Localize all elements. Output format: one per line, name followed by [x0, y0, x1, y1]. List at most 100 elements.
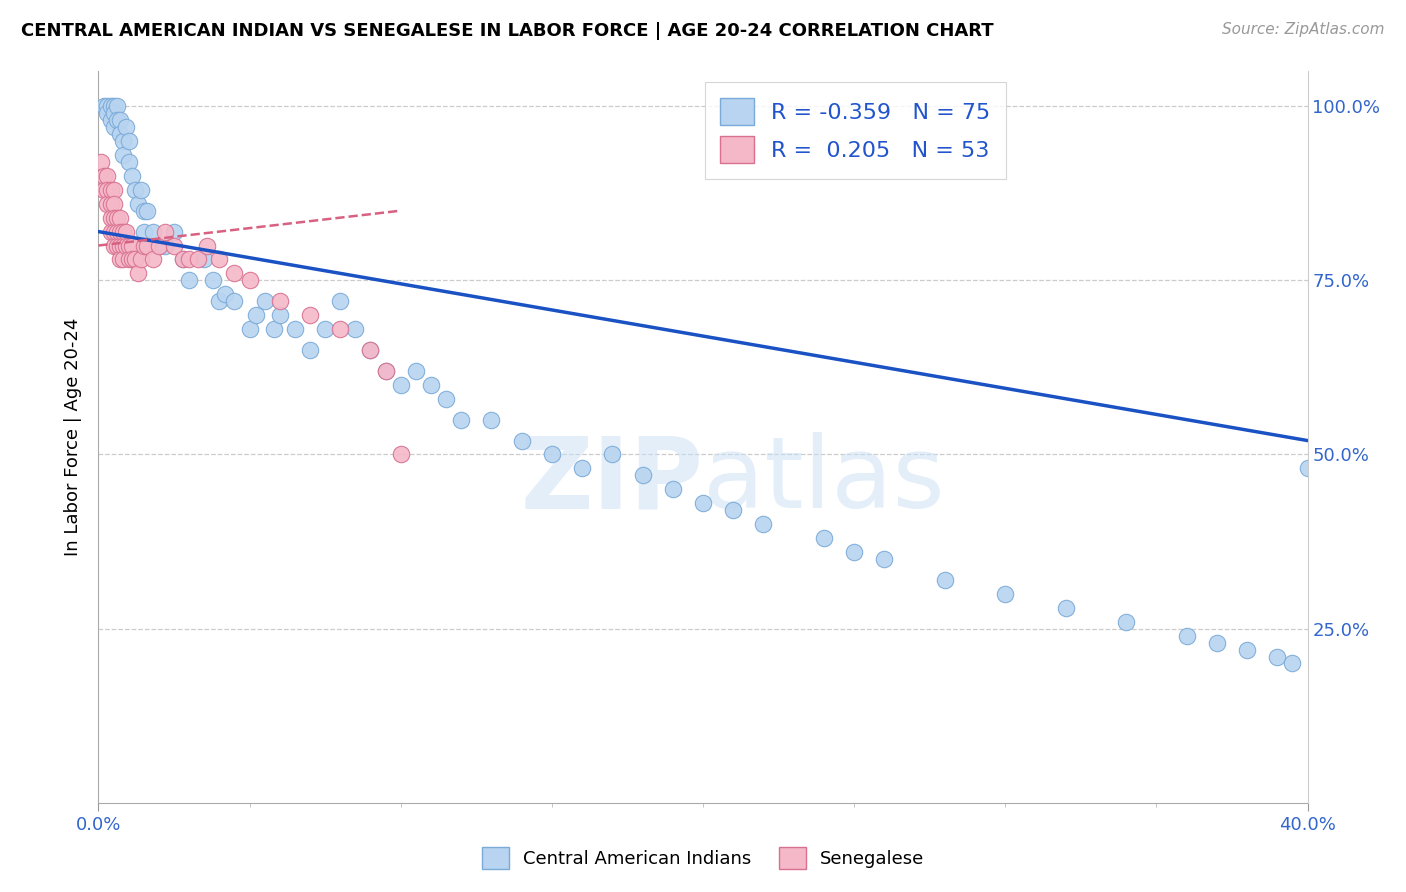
Point: [208, 294, 231, 309]
Point: [105, 225, 128, 239]
Point: [389, 377, 412, 392]
Point: [103, 238, 125, 252]
Point: [111, 225, 134, 239]
Point: [118, 238, 141, 252]
Point: [96, 196, 118, 211]
Point: [100, 196, 122, 211]
Point: [132, 238, 155, 252]
Point: [121, 169, 143, 183]
Point: [114, 225, 136, 239]
Point: [510, 434, 533, 448]
Point: [723, 503, 745, 517]
Point: [195, 238, 218, 252]
Point: [142, 225, 165, 239]
Point: [172, 252, 194, 267]
Point: [153, 238, 176, 252]
Point: [129, 183, 152, 197]
Legend: Central American Indians, Senegalese: Central American Indians, Senegalese: [474, 839, 932, 876]
Point: [873, 552, 896, 566]
Point: [103, 99, 125, 113]
Point: [224, 266, 246, 280]
Point: [90, 155, 112, 169]
Point: [111, 148, 134, 162]
Point: [114, 120, 136, 134]
Point: [103, 120, 125, 134]
Point: [100, 225, 122, 239]
Point: [1115, 615, 1137, 629]
Point: [405, 364, 427, 378]
Point: [96, 99, 118, 113]
Point: [135, 203, 157, 218]
Point: [93, 99, 115, 113]
Point: [450, 412, 472, 426]
Point: [103, 225, 125, 239]
Point: [96, 169, 118, 183]
Point: [208, 252, 231, 267]
Point: [329, 322, 352, 336]
Point: [111, 134, 134, 148]
Point: [108, 225, 131, 239]
Point: [135, 238, 157, 252]
Point: [994, 587, 1017, 601]
Point: [389, 448, 412, 462]
Point: [111, 238, 134, 252]
Point: [360, 343, 382, 357]
Point: [93, 183, 115, 197]
Point: [344, 322, 367, 336]
Point: [105, 113, 128, 128]
Point: [540, 448, 562, 462]
Point: [934, 573, 956, 587]
Point: [108, 127, 131, 141]
Point: [1296, 461, 1319, 475]
Point: [269, 294, 291, 309]
Point: [692, 496, 714, 510]
Point: [100, 113, 122, 128]
Point: [132, 225, 155, 239]
Point: [202, 273, 225, 287]
Point: [124, 183, 146, 197]
Point: [108, 211, 131, 225]
Point: [299, 308, 322, 322]
Point: [360, 343, 382, 357]
Point: [179, 252, 201, 267]
Text: atlas: atlas: [703, 433, 945, 530]
Text: CENTRAL AMERICAN INDIAN VS SENEGALESE IN LABOR FORCE | AGE 20-24 CORRELATION CHA: CENTRAL AMERICAN INDIAN VS SENEGALESE IN…: [21, 22, 994, 40]
Point: [1281, 657, 1303, 671]
Point: [434, 392, 457, 406]
Point: [121, 238, 143, 252]
Point: [193, 252, 215, 267]
Point: [374, 364, 396, 378]
Point: [239, 322, 262, 336]
Point: [1175, 629, 1198, 643]
Point: [103, 106, 125, 120]
Point: [752, 517, 775, 532]
Point: [142, 252, 165, 267]
Point: [105, 211, 128, 225]
Point: [253, 294, 276, 309]
Point: [602, 448, 624, 462]
Point: [118, 155, 141, 169]
Point: [420, 377, 443, 392]
Point: [124, 252, 146, 267]
Point: [284, 322, 307, 336]
Point: [1206, 635, 1229, 649]
Point: [172, 252, 194, 267]
Point: [96, 183, 118, 197]
Point: [121, 252, 143, 267]
Point: [631, 468, 654, 483]
Point: [245, 308, 267, 322]
Point: [148, 238, 170, 252]
Y-axis label: In Labor Force | Age 20-24: In Labor Force | Age 20-24: [65, 318, 83, 557]
Point: [239, 273, 262, 287]
Point: [100, 183, 122, 197]
Point: [100, 99, 122, 113]
Point: [105, 99, 128, 113]
Point: [129, 252, 152, 267]
Point: [108, 238, 131, 252]
Point: [127, 196, 149, 211]
Point: [118, 252, 141, 267]
Point: [269, 308, 291, 322]
Point: [481, 412, 503, 426]
Point: [1054, 600, 1077, 615]
Point: [571, 461, 593, 475]
